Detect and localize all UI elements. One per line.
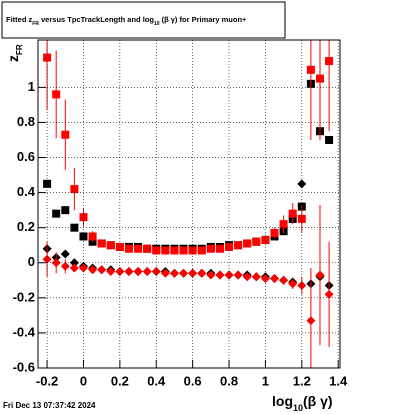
x-label-part: log bbox=[272, 393, 293, 409]
x-tick-label: 0.6 bbox=[184, 373, 202, 388]
x-tick-label: 1.4 bbox=[329, 373, 348, 388]
point bbox=[143, 244, 152, 253]
point bbox=[161, 246, 170, 255]
x-tick-label: 1.2 bbox=[293, 373, 311, 388]
x-tick-label: 0.8 bbox=[220, 373, 238, 388]
point bbox=[242, 272, 252, 282]
x-axis-label: log10(β γ) bbox=[272, 393, 333, 413]
point bbox=[279, 275, 289, 285]
y-tick-label: 0.6 bbox=[17, 149, 35, 164]
plot-area bbox=[42, 40, 334, 368]
point bbox=[252, 237, 261, 246]
y-label-sub: FR bbox=[15, 44, 24, 55]
point bbox=[270, 274, 280, 284]
point bbox=[124, 267, 134, 277]
x-tick-label: -0.2 bbox=[36, 373, 58, 388]
point bbox=[325, 57, 334, 66]
point bbox=[297, 214, 306, 223]
point bbox=[215, 244, 224, 253]
title-part: versus TpcTrackLength and log bbox=[39, 15, 154, 24]
point bbox=[170, 246, 179, 255]
title-sub: FR bbox=[32, 21, 39, 27]
point bbox=[197, 268, 207, 278]
point bbox=[270, 228, 279, 237]
point bbox=[115, 242, 124, 251]
point bbox=[43, 179, 52, 188]
point bbox=[225, 242, 234, 251]
y-tick-label: -0.2 bbox=[13, 289, 35, 304]
y-tick-label: 0.4 bbox=[17, 184, 36, 199]
point bbox=[324, 289, 334, 299]
point bbox=[306, 65, 315, 74]
title-sub: 10 bbox=[154, 21, 160, 27]
chart-title: Fitted zFR versus TpcTrackLength and log… bbox=[6, 15, 247, 27]
point bbox=[224, 270, 234, 280]
footer-date: Fri Dec 13 07:37:42 2024 bbox=[3, 401, 96, 410]
title-part: (β γ) for Primary muon+ bbox=[160, 15, 248, 24]
point bbox=[88, 265, 98, 275]
point bbox=[260, 274, 270, 284]
y-tick-label: -0.4 bbox=[13, 324, 36, 339]
point bbox=[179, 246, 188, 255]
point bbox=[315, 74, 324, 83]
point bbox=[306, 316, 316, 326]
title-box bbox=[1, 1, 286, 39]
point bbox=[206, 244, 215, 253]
y-axis-label: zFR bbox=[5, 44, 24, 62]
point bbox=[97, 265, 107, 275]
point bbox=[106, 267, 116, 277]
y-tick-label: -0.6 bbox=[13, 359, 35, 374]
point bbox=[197, 246, 206, 255]
point bbox=[43, 53, 52, 62]
point bbox=[215, 270, 225, 280]
point bbox=[179, 268, 189, 278]
point bbox=[124, 244, 133, 253]
point bbox=[70, 185, 79, 194]
point bbox=[79, 232, 88, 241]
point bbox=[233, 270, 243, 280]
point bbox=[288, 209, 297, 218]
y-tick-label: 0 bbox=[28, 254, 35, 269]
point bbox=[97, 239, 106, 248]
point bbox=[52, 209, 61, 218]
point bbox=[61, 206, 70, 215]
point bbox=[88, 232, 97, 241]
point bbox=[243, 239, 252, 248]
point bbox=[297, 179, 307, 189]
point bbox=[325, 135, 334, 144]
point bbox=[206, 270, 216, 280]
point bbox=[106, 241, 115, 250]
point bbox=[169, 268, 179, 278]
point bbox=[251, 272, 261, 282]
point bbox=[279, 220, 288, 229]
point bbox=[69, 263, 79, 273]
point bbox=[134, 244, 143, 253]
point bbox=[142, 267, 152, 277]
point bbox=[234, 241, 243, 250]
y-tick-label: 1 bbox=[28, 79, 35, 94]
point bbox=[288, 279, 298, 289]
title-part: Fitted z bbox=[6, 15, 32, 24]
point bbox=[60, 261, 70, 271]
point bbox=[297, 281, 307, 291]
point bbox=[315, 270, 325, 280]
point bbox=[60, 249, 70, 259]
point bbox=[188, 268, 198, 278]
x-tick-label: 1 bbox=[262, 373, 269, 388]
point bbox=[133, 267, 143, 277]
y-label-part: z bbox=[5, 55, 21, 62]
point bbox=[61, 130, 70, 139]
x-tick-label: 0.4 bbox=[147, 373, 166, 388]
point bbox=[52, 90, 61, 99]
x-label-part: (β γ) bbox=[303, 393, 333, 409]
point bbox=[261, 235, 270, 244]
y-tick-label: 0.2 bbox=[17, 219, 35, 234]
point bbox=[160, 268, 170, 278]
x-tick-label: 0.2 bbox=[111, 373, 129, 388]
y-tick-label: 0.8 bbox=[17, 114, 35, 129]
x-label-sub: 10 bbox=[293, 403, 303, 413]
x-tick-label: 0 bbox=[80, 373, 87, 388]
